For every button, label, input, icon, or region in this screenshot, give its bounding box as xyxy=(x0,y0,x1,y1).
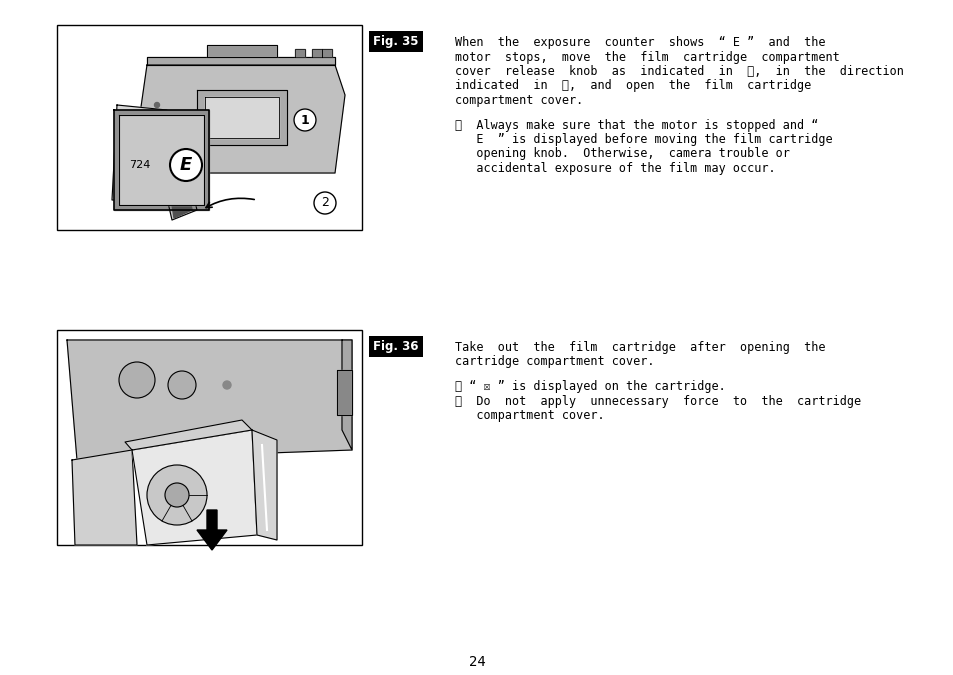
Text: compartment cover.: compartment cover. xyxy=(455,94,582,107)
Polygon shape xyxy=(336,370,352,415)
Text: E: E xyxy=(180,156,192,174)
Text: Fig. 35: Fig. 35 xyxy=(373,35,418,48)
Polygon shape xyxy=(119,115,204,205)
Text: 724: 724 xyxy=(129,160,151,170)
Circle shape xyxy=(168,371,195,399)
Polygon shape xyxy=(125,420,252,450)
Polygon shape xyxy=(252,430,276,540)
Text: compartment cover.: compartment cover. xyxy=(455,409,604,422)
Text: cartridge compartment cover.: cartridge compartment cover. xyxy=(455,356,654,369)
Polygon shape xyxy=(67,340,352,460)
Polygon shape xyxy=(157,150,196,220)
Text: When  the  exposure  counter  shows  “ Е ”  and  the: When the exposure counter shows “ Е ” an… xyxy=(455,36,824,49)
Polygon shape xyxy=(71,450,137,545)
Text: ※  Always make sure that the motor is stopped and “: ※ Always make sure that the motor is sto… xyxy=(455,119,818,132)
Circle shape xyxy=(154,103,159,107)
Text: Fig. 36: Fig. 36 xyxy=(373,340,418,353)
Circle shape xyxy=(170,149,202,181)
Polygon shape xyxy=(322,49,332,57)
Text: 2: 2 xyxy=(321,196,329,209)
Text: motor  stops,  move  the  film  cartridge  compartment: motor stops, move the film cartridge com… xyxy=(455,51,839,63)
Polygon shape xyxy=(132,430,256,545)
Text: cover  release  knob  as  indicated  in  ①,  in  the  direction: cover release knob as indicated in ①, in… xyxy=(455,65,902,78)
Polygon shape xyxy=(112,105,167,200)
Polygon shape xyxy=(196,90,287,145)
Polygon shape xyxy=(205,97,278,138)
Polygon shape xyxy=(312,49,322,57)
Circle shape xyxy=(223,381,231,389)
Polygon shape xyxy=(207,45,276,57)
Text: 1: 1 xyxy=(300,113,309,126)
Circle shape xyxy=(314,192,335,214)
Circle shape xyxy=(119,362,154,398)
Circle shape xyxy=(165,483,189,507)
Polygon shape xyxy=(196,510,227,550)
Circle shape xyxy=(147,465,207,525)
Text: ※  Do  not  apply  unnecessary  force  to  the  cartridge: ※ Do not apply unnecessary force to the … xyxy=(455,394,861,408)
Polygon shape xyxy=(167,168,192,218)
Polygon shape xyxy=(294,49,305,57)
Polygon shape xyxy=(113,110,209,210)
Circle shape xyxy=(294,109,315,131)
Text: opening knob.  Otherwise,  camera trouble or: opening knob. Otherwise, camera trouble … xyxy=(455,148,789,161)
Bar xyxy=(57,330,361,545)
Polygon shape xyxy=(137,65,345,173)
Text: 24: 24 xyxy=(468,655,485,669)
Bar xyxy=(57,25,361,230)
Text: indicated  in  ②,  and  open  the  film  cartridge: indicated in ②, and open the film cartri… xyxy=(455,80,810,92)
Circle shape xyxy=(159,153,164,157)
Polygon shape xyxy=(147,57,335,65)
Text: accidental exposure of the film may occur.: accidental exposure of the film may occu… xyxy=(455,162,775,175)
Polygon shape xyxy=(341,340,352,450)
Text: Take  out  the  film  cartridge  after  opening  the: Take out the film cartridge after openin… xyxy=(455,341,824,354)
Text: ※ “ ☒ ” is displayed on the cartridge.: ※ “ ☒ ” is displayed on the cartridge. xyxy=(455,380,725,393)
Text: Е  ” is displayed before moving the film cartridge: Е ” is displayed before moving the film … xyxy=(455,133,832,146)
